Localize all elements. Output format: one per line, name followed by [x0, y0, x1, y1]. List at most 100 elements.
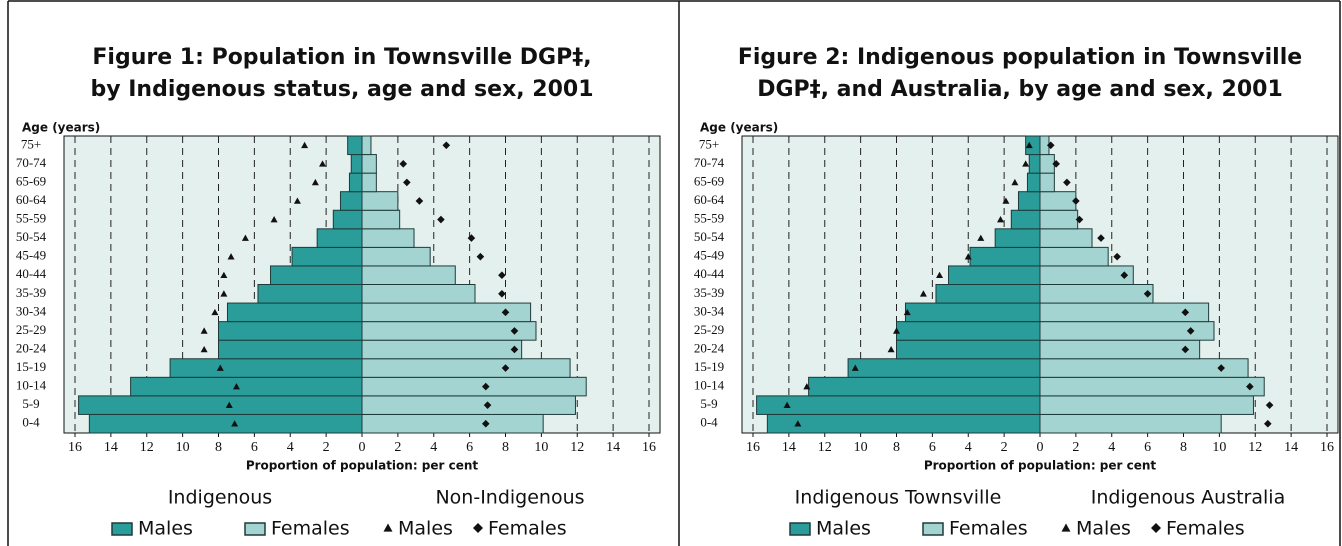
y-axis-title: Age (years) [700, 121, 778, 135]
triangle-marker [887, 345, 895, 353]
diamond-marker [1046, 141, 1055, 150]
x-tick-label: 8 [215, 440, 222, 455]
bar [361, 358, 571, 378]
x-tick-label: 6 [1144, 440, 1151, 455]
bar [361, 395, 576, 415]
x-tick-label: 14 [1284, 440, 1298, 455]
y-tick-label: 5-9 [700, 396, 717, 411]
y-tick-label: 30-34 [694, 303, 725, 318]
bar [1039, 265, 1134, 285]
y-tick-label: 0-4 [22, 415, 40, 430]
triangle-marker [997, 216, 1005, 223]
bar [361, 209, 401, 230]
y-tick-label: 50-54 [694, 229, 725, 244]
chart-title: DGP‡, and Australia, by age and sex, 200… [757, 77, 1283, 102]
y-tick-label: 10-14 [694, 378, 725, 393]
bar [1039, 154, 1055, 174]
y-tick-label: 75+ [21, 136, 41, 151]
diamond-marker [1265, 401, 1274, 409]
triangle-marker [936, 271, 944, 279]
y-tick-label: 30-34 [16, 303, 47, 318]
x-axis-title: Proportion of population: per cent [246, 459, 479, 473]
x-tick-label: 12 [818, 440, 832, 455]
x-tick-label: 12 [570, 440, 584, 455]
diamond-marker [501, 308, 510, 317]
diamond-marker [481, 382, 490, 391]
triangle-marker [851, 364, 859, 371]
legend-group-title: Indigenous Australia [1091, 487, 1285, 509]
legend-symbol [383, 523, 393, 532]
bar [257, 284, 363, 304]
legend-label: Males [1076, 518, 1131, 540]
x-tick-label: 10 [854, 440, 868, 455]
x-tick-label: 14 [606, 440, 620, 455]
bar [1039, 413, 1222, 434]
x-tick-label: 16 [746, 440, 760, 455]
bar [935, 284, 1041, 304]
y-tick-label: 35-39 [16, 285, 46, 300]
y-axis-title: Age (years) [22, 121, 100, 135]
y-tick-label: 15-19 [694, 359, 724, 374]
y-tick-label: 70-74 [694, 155, 725, 170]
x-tick-label: 10 [534, 440, 548, 455]
triangle-marker [270, 216, 278, 223]
triangle-marker [794, 420, 802, 427]
bar [130, 376, 363, 397]
bar [361, 154, 377, 174]
y-tick-label: 40-44 [16, 266, 47, 281]
y-tick-label: 75+ [699, 136, 719, 151]
x-tick-label: 8 [893, 440, 900, 455]
diamond-marker [481, 419, 490, 428]
bar [226, 302, 363, 323]
diamond-marker [1246, 382, 1254, 391]
x-axis-title: Proportion of population: per cent [924, 459, 1157, 473]
bar [361, 172, 377, 193]
diamond-marker [399, 160, 408, 168]
bar [994, 228, 1041, 248]
y-tick-label: 65-69 [694, 173, 724, 188]
bar [361, 135, 372, 156]
y-tick-label: 65-69 [16, 173, 46, 188]
legend-label: Males [398, 518, 453, 540]
bar [896, 321, 1041, 341]
bar [1039, 339, 1201, 360]
bar [1010, 209, 1041, 230]
bar [218, 321, 363, 341]
legend-swatch [244, 522, 266, 536]
legend-swatch [789, 522, 811, 536]
triangle-marker [227, 253, 235, 260]
bar [904, 302, 1041, 323]
bar [1039, 395, 1254, 415]
legend-symbol [1061, 523, 1071, 532]
x-tick-label: 6 [251, 440, 258, 455]
bar [1039, 228, 1093, 248]
legend-label: Females [271, 518, 350, 540]
y-tick-label: 25-29 [16, 322, 46, 337]
diamond-marker [437, 215, 445, 224]
diamond-marker [1072, 197, 1080, 205]
y-tick-label: 55-59 [694, 211, 724, 226]
triangle-marker [319, 160, 327, 167]
diamond-marker [1063, 178, 1071, 187]
triangle-marker [293, 197, 301, 204]
triangle-marker [964, 253, 972, 260]
x-tick-label: 4 [287, 440, 294, 455]
triangle-marker [220, 271, 228, 279]
x-tick-label: 12 [140, 440, 154, 455]
y-tick-label: 45-49 [16, 248, 46, 263]
y-tick-label: 10-14 [16, 378, 47, 393]
diamond-marker [510, 345, 519, 354]
x-tick-label: 6 [929, 440, 936, 455]
triangle-marker [803, 383, 811, 390]
bar [291, 246, 363, 267]
triangle-marker [301, 141, 309, 149]
bar [88, 413, 363, 434]
x-tick-label: 0 [359, 440, 366, 455]
bar [1039, 358, 1249, 378]
legend-label: Females [488, 518, 567, 540]
bar [1039, 172, 1055, 193]
x-tick-label: 2 [394, 440, 401, 455]
triangle-marker [231, 420, 239, 427]
legend-label: Females [1166, 518, 1245, 540]
triangle-marker [241, 234, 249, 241]
